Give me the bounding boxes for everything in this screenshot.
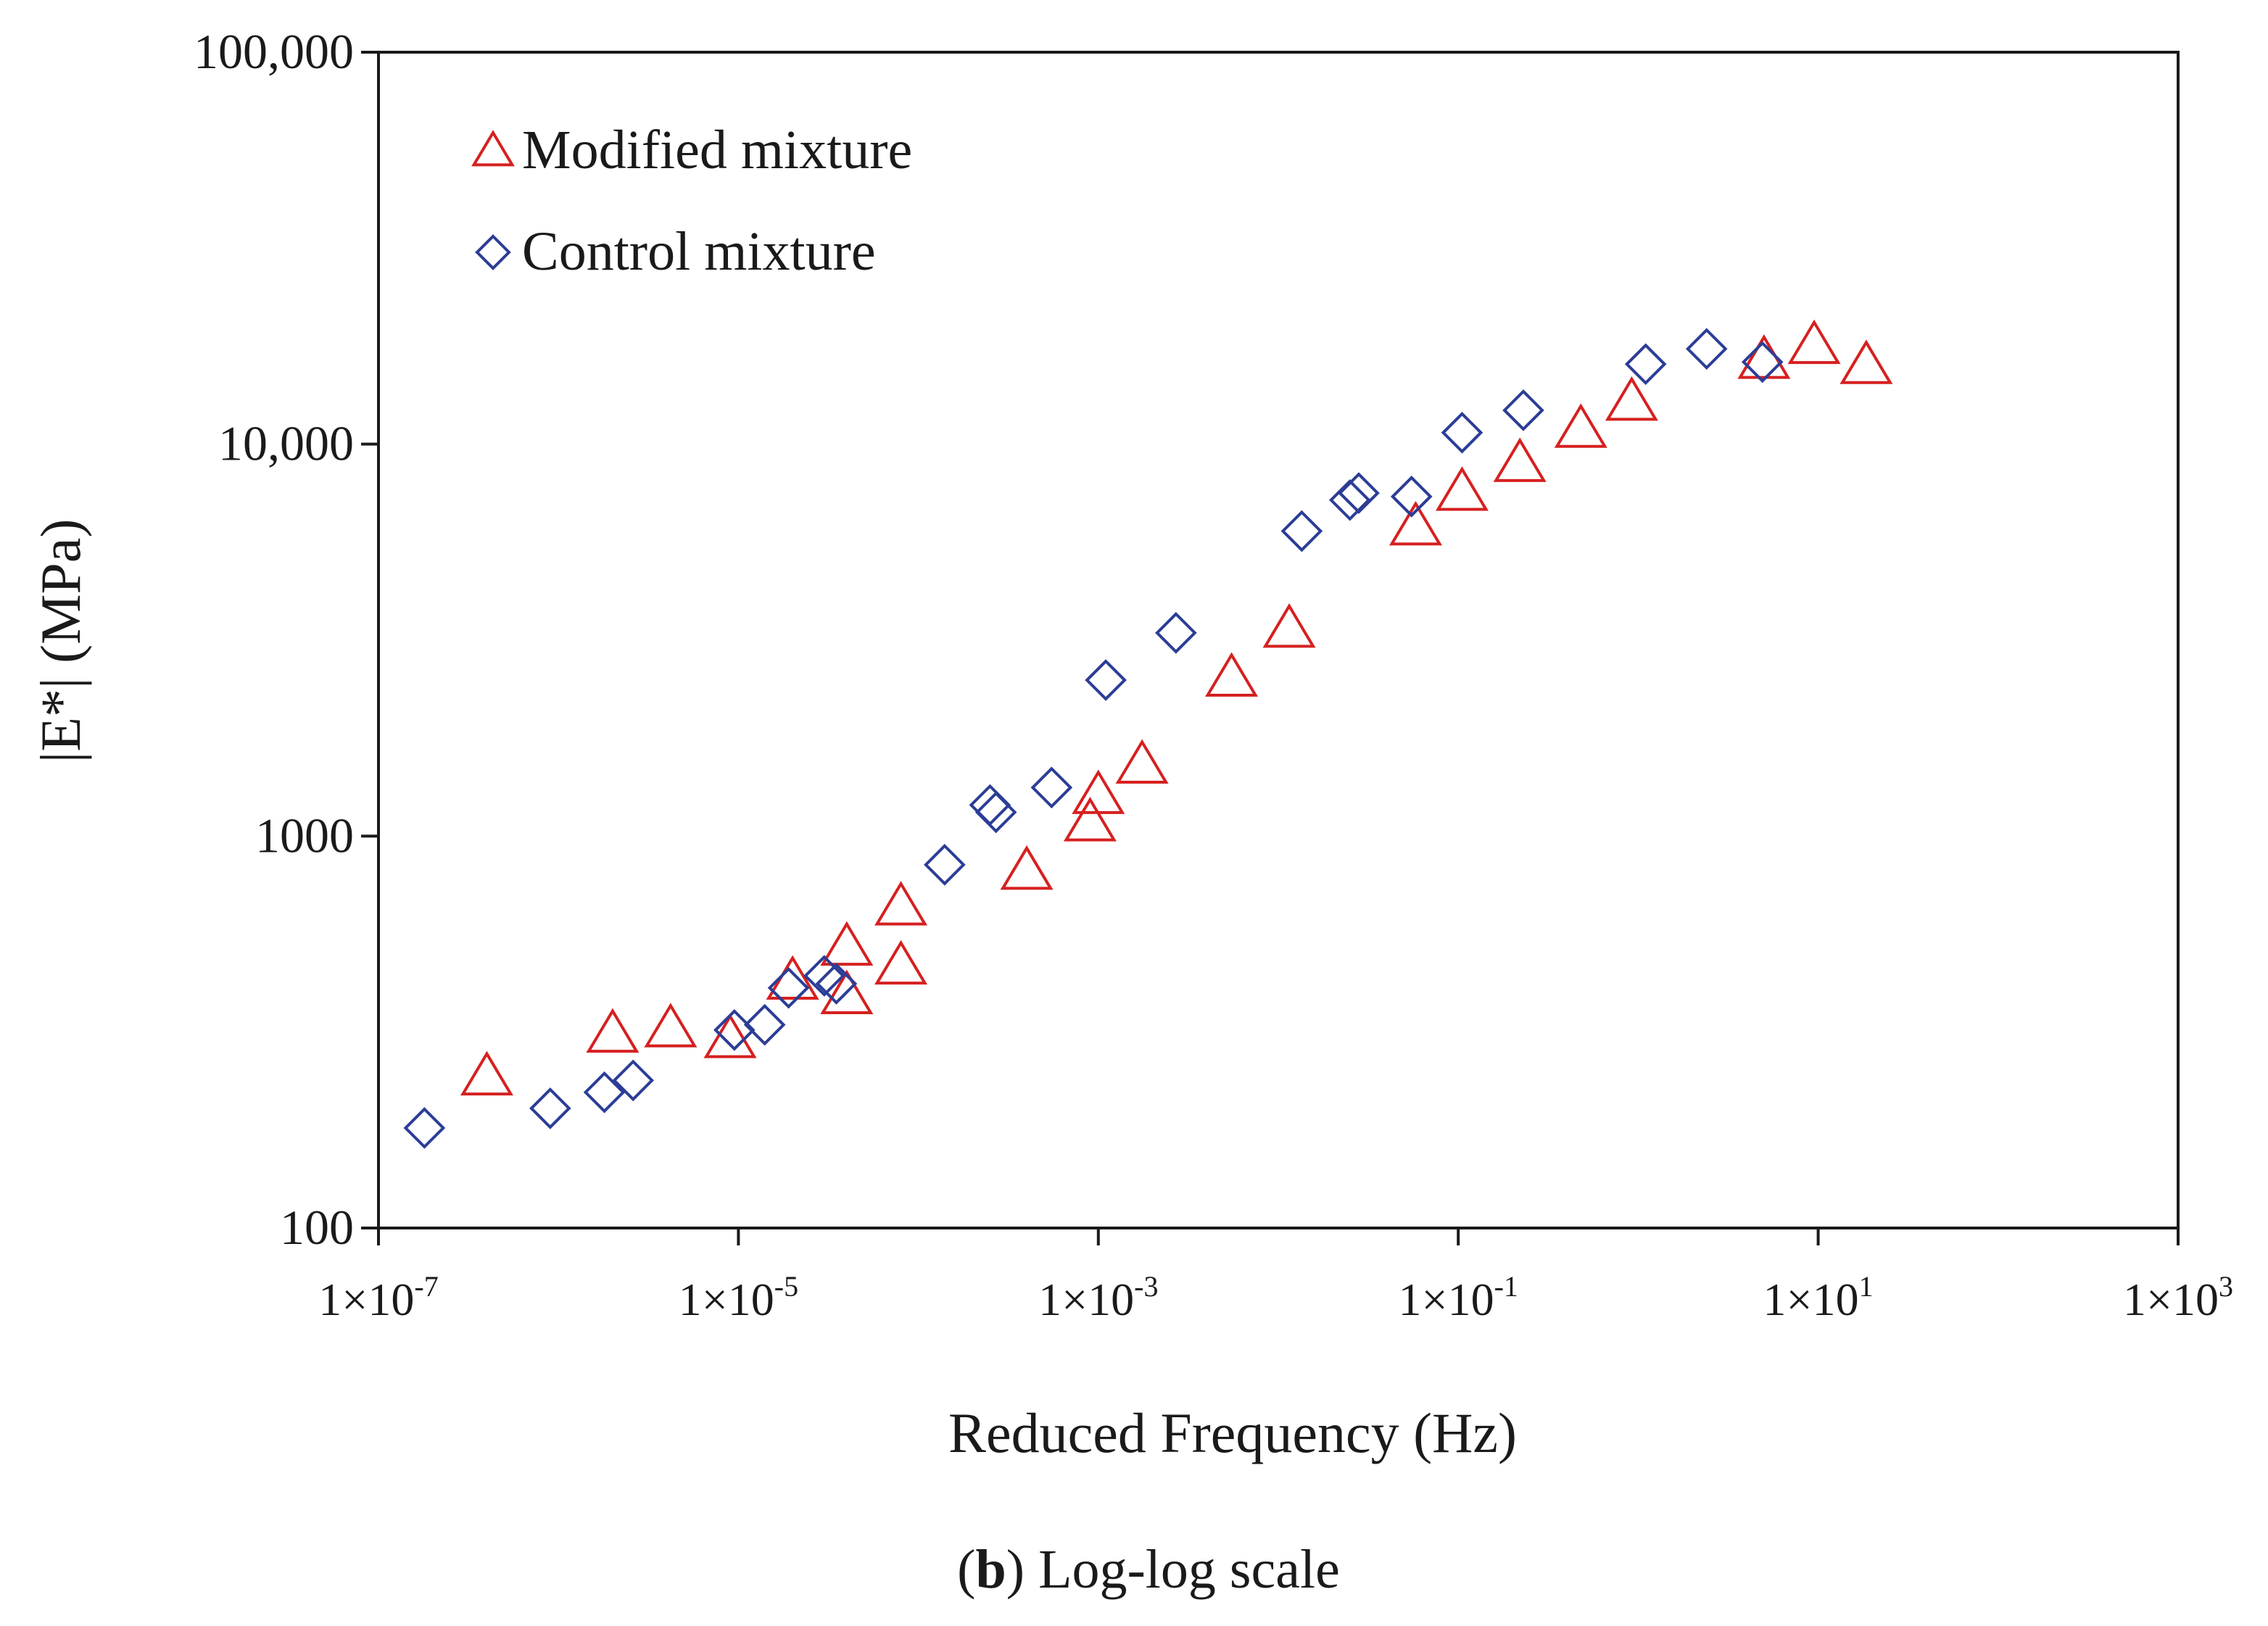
modified-point (1063, 797, 1117, 842)
plot-area-frame (377, 51, 2180, 1229)
control-point (403, 1107, 446, 1149)
control-point (612, 1059, 655, 1102)
y-tick-label: 100,000 (194, 24, 354, 79)
x-tick-label: 1×10-1 (1398, 1270, 1518, 1325)
y-axis-title: |E*| (MPa) (29, 519, 92, 763)
control-point (1441, 411, 1483, 454)
control-point (969, 784, 1011, 826)
modified-point (1839, 339, 1893, 384)
control-point (1338, 472, 1380, 515)
control-point (974, 791, 1017, 834)
modified-point (820, 921, 874, 966)
modified-point (874, 939, 928, 985)
y-tick-label: 1000 (255, 808, 354, 863)
modified-point (1000, 845, 1054, 890)
legend-item-modified: Modified mixture (471, 120, 912, 181)
control-point (803, 955, 845, 997)
x-tick-label: 1×10-5 (679, 1270, 798, 1325)
modified-point (1554, 403, 1607, 448)
control-point (1502, 389, 1544, 431)
control-point (767, 966, 810, 1009)
modified-point (874, 881, 928, 926)
control-point (1390, 476, 1433, 518)
modified-point (1787, 319, 1841, 365)
modified-point (460, 1050, 513, 1096)
modified-point (820, 969, 874, 1014)
control-point (1085, 659, 1127, 702)
x-tick-label: 1×10-3 (1038, 1270, 1158, 1325)
control-point (815, 963, 858, 1005)
x-tick-label: 1×103 (2123, 1270, 2233, 1325)
control-point (1280, 510, 1323, 552)
control-point (529, 1087, 571, 1129)
caption-open-paren: ( (957, 1539, 975, 1600)
control-point (1328, 478, 1371, 521)
control-point (743, 1003, 786, 1046)
legend-label-modified: Modified mixture (522, 120, 912, 181)
modified-point (1205, 652, 1259, 697)
control-point (583, 1071, 626, 1113)
legend-item-control: Control mixture (475, 221, 876, 282)
x-tick-label: 1×101 (1763, 1270, 1874, 1325)
modified-point (1605, 376, 1658, 421)
y-tick-label: 100 (280, 1200, 354, 1255)
modified-point (1072, 769, 1125, 814)
modified-point (644, 1003, 698, 1048)
x-axis-ticks: 1×10-7 1×10-5 1×10-3 1×10-1 1×101 1×103 (318, 1228, 2233, 1325)
caption-text: Log-log scale (1025, 1539, 1340, 1600)
modified-point (1493, 437, 1547, 482)
legend: Modified mixture Control mixture (471, 120, 912, 282)
modified-point (703, 1013, 757, 1058)
control-point (1741, 341, 1784, 383)
x-tick-label: 1×10-7 (318, 1270, 438, 1325)
control-point (1624, 343, 1667, 386)
control-point (924, 844, 966, 886)
x-axis-title: Reduced Frequency (Hz) (948, 1401, 1517, 1464)
series-modified-mixture (460, 319, 1893, 1096)
modified-point (586, 1008, 640, 1053)
modified-point (1435, 466, 1489, 511)
caption-letter: b (975, 1539, 1006, 1600)
modified-point (1262, 603, 1316, 648)
control-point (1685, 328, 1728, 370)
series-control-mixture (403, 328, 1784, 1149)
y-axis-ticks: 100 1000 10,000 100,000 (194, 24, 378, 1255)
legend-label-control: Control mixture (522, 221, 876, 282)
legend-triangle-marker (471, 130, 515, 167)
control-point (1030, 766, 1073, 809)
modified-point (1115, 739, 1169, 784)
control-point (1155, 612, 1197, 654)
modified-point (1388, 501, 1442, 546)
caption-close-paren: ) (1006, 1539, 1025, 1600)
y-tick-label: 10,000 (218, 416, 354, 471)
figure-caption: (b) Log-log scale (957, 1539, 1340, 1600)
legend-diamond-marker (475, 234, 511, 270)
